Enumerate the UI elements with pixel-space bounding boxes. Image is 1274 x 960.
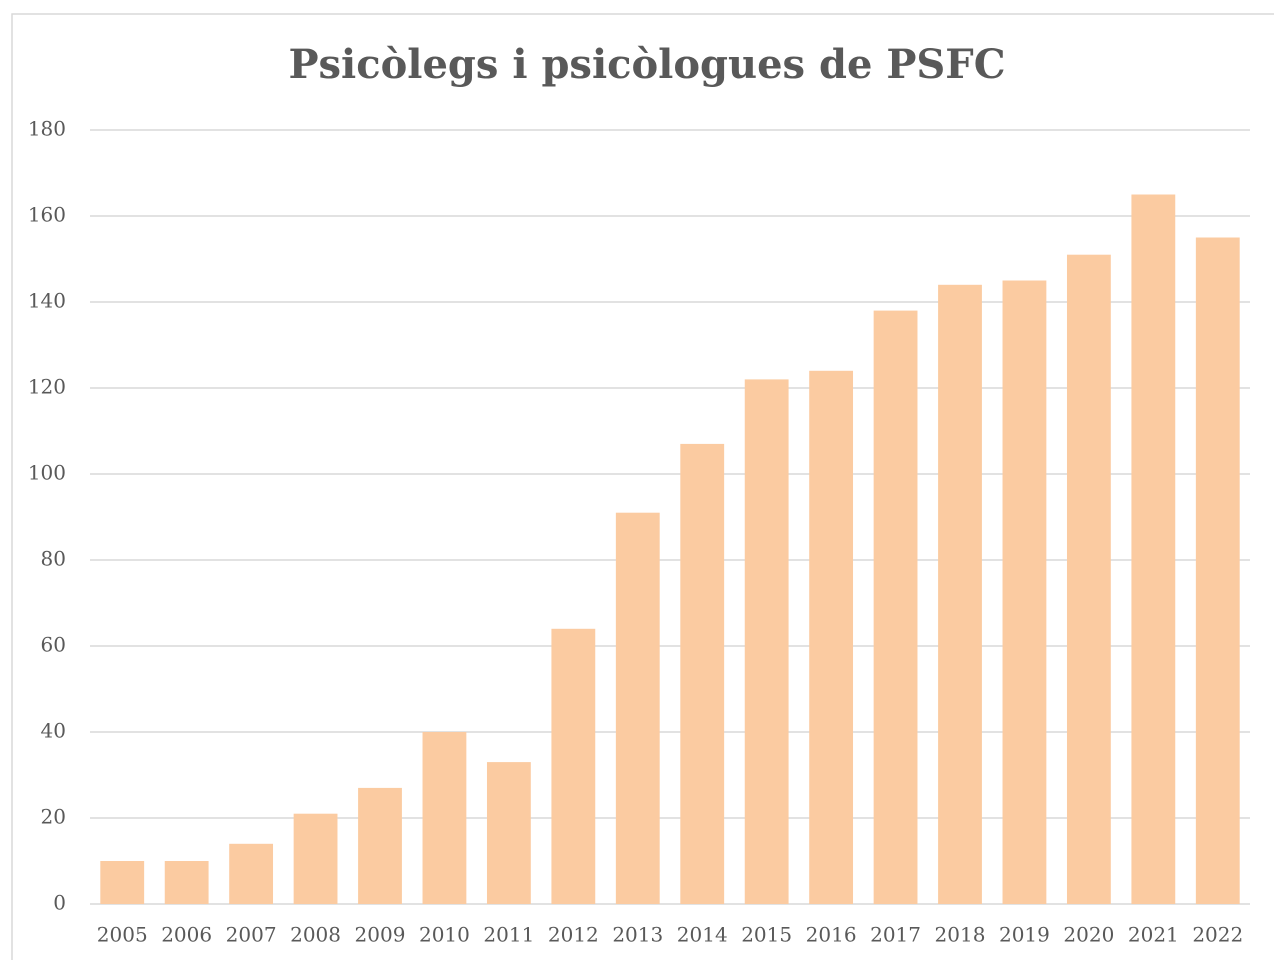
bar xyxy=(615,512,660,904)
x-tick-label: 2018 xyxy=(935,923,986,947)
bar xyxy=(1066,254,1111,904)
bar xyxy=(358,787,402,904)
x-tick-label: 2016 xyxy=(806,923,857,947)
x-tick-label: 2019 xyxy=(999,923,1050,947)
x-tick-label: 2012 xyxy=(548,923,599,947)
bar xyxy=(744,379,789,904)
bar xyxy=(1195,237,1240,904)
y-tick-label: 100 xyxy=(28,461,66,485)
y-tick-label: 120 xyxy=(28,375,66,399)
bar xyxy=(680,443,725,904)
bar xyxy=(551,628,596,904)
bar xyxy=(293,813,338,904)
bar xyxy=(422,732,467,904)
bar xyxy=(1131,194,1176,904)
chart-title: Psicòlegs i psicòlogues de PSFC xyxy=(288,41,1005,88)
x-tick-label: 2010 xyxy=(419,923,470,947)
x-tick-label: 2015 xyxy=(741,923,792,947)
bar xyxy=(1002,280,1047,904)
x-tick-label: 2013 xyxy=(612,923,663,947)
y-tick-label: 60 xyxy=(41,633,66,657)
y-tick-label: 180 xyxy=(28,117,66,141)
x-tick-label: 2020 xyxy=(1063,923,1114,947)
x-tick-label: 2008 xyxy=(290,923,341,947)
x-tick-label: 2021 xyxy=(1128,923,1179,947)
x-tick-label: 2005 xyxy=(97,923,148,947)
y-tick-label: 0 xyxy=(53,891,66,915)
y-tick-label: 40 xyxy=(41,719,66,743)
x-tick-label: 2017 xyxy=(870,923,921,947)
x-tick-label: 2011 xyxy=(483,923,534,947)
x-tick-label: 2014 xyxy=(677,923,728,947)
bar xyxy=(164,861,209,904)
bar xyxy=(486,762,531,904)
bar xyxy=(873,310,918,905)
bar xyxy=(229,843,274,904)
bar xyxy=(809,370,854,904)
bar xyxy=(100,861,145,904)
chart-border xyxy=(11,13,1274,960)
y-tick-label: 140 xyxy=(28,289,66,313)
x-tick-label: 2022 xyxy=(1192,923,1243,947)
bar xyxy=(938,284,982,904)
y-tick-label: 80 xyxy=(41,547,66,571)
x-tick-label: 2009 xyxy=(355,923,406,947)
x-tick-label: 2006 xyxy=(161,923,212,947)
y-tick-label: 20 xyxy=(41,805,66,829)
y-tick-label: 160 xyxy=(28,203,66,227)
x-tick-label: 2007 xyxy=(226,923,277,947)
